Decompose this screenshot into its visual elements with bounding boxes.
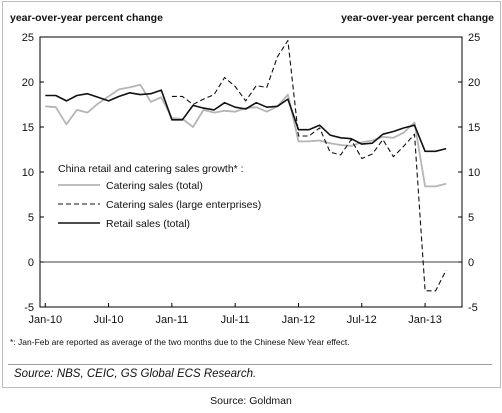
y-tick-label-left: 15 (22, 122, 34, 134)
y-tick-label-right: 25 (468, 32, 480, 44)
source-box: Source: NBS, CEIC, GS Global ECS Researc… (8, 364, 492, 383)
x-tick-label: Jul-11 (221, 314, 250, 326)
y-tick-label-right: 0 (468, 257, 474, 269)
legend-label-3: Retail sales (total) (106, 218, 190, 230)
x-tick-label: Jul-12 (347, 314, 377, 326)
y-tick-label-left: 5 (28, 212, 34, 224)
footnote: *: Jan-Feb are reported as average of th… (10, 337, 350, 347)
x-tick-label: Jan-13 (408, 314, 442, 326)
y-tick-label-left: 10 (22, 167, 34, 179)
x-tick-label: Jan-11 (155, 314, 188, 326)
image-caption: Source: Goldman (210, 395, 292, 407)
legend-label-2: Catering sales (large enterprises) (106, 199, 261, 211)
series-line-2 (171, 40, 447, 292)
source-text: Source: NBS, CEIC, GS Global ECS Researc… (14, 368, 257, 380)
y-tick-label-left: 20 (22, 77, 34, 89)
legend-title: China retail and catering sales growth* … (58, 163, 244, 175)
x-tick-label: Jan-10 (28, 314, 62, 326)
legend-label-1: Catering sales (total) (106, 180, 203, 192)
y-tick-label-left: -5 (24, 302, 34, 314)
right-axis-label: year-over-year percent change (341, 12, 494, 24)
left-axis-label: year-over-year percent change (10, 12, 163, 24)
chart-frame (2, 1, 501, 388)
x-tick-label: Jul-10 (94, 314, 124, 326)
y-tick-label-left: 0 (28, 257, 34, 269)
y-tick-label-right: -5 (468, 302, 478, 314)
y-tick-label-right: 15 (468, 122, 480, 134)
y-tick-label-right: 5 (468, 212, 474, 224)
y-tick-label-left: 25 (22, 32, 34, 44)
y-tick-label-right: 20 (468, 77, 480, 89)
y-tick-label-right: 10 (468, 167, 480, 179)
series-line-3 (45, 89, 447, 153)
x-tick-label: Jan-12 (282, 314, 316, 326)
